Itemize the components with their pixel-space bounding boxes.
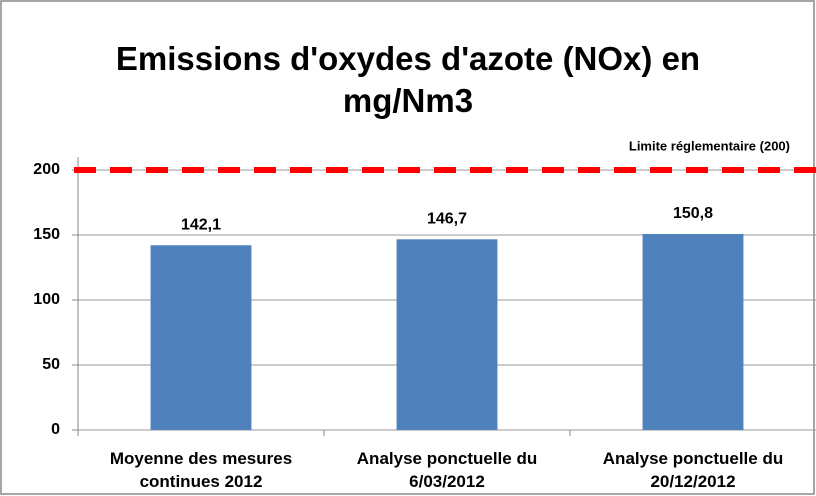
value-label: 146,7 <box>427 211 467 228</box>
value-label: 142,1 <box>181 216 221 233</box>
value-label: 150,8 <box>673 205 713 222</box>
bar <box>642 233 744 430</box>
x-tick-label: Analyse ponctuelle du 6/03/2012 <box>356 449 538 491</box>
bar <box>396 239 498 430</box>
y-tick-label: 50 <box>42 356 60 373</box>
y-tick-label: 100 <box>33 291 60 308</box>
chart-title: Emissions d'oxydes d'azote (NOx) en mg/N… <box>115 40 701 119</box>
x-tick-label: Moyenne des mesures continues 2012 <box>109 449 293 491</box>
y-tick-label: 0 <box>51 421 60 438</box>
reference-label: Limite réglementaire (200) <box>629 138 790 153</box>
bar <box>150 245 252 430</box>
y-tick-label: 200 <box>33 161 60 178</box>
x-tick-label: Analyse ponctuelle du 20/12/2012 <box>602 449 784 491</box>
y-tick-label: 150 <box>33 226 60 243</box>
